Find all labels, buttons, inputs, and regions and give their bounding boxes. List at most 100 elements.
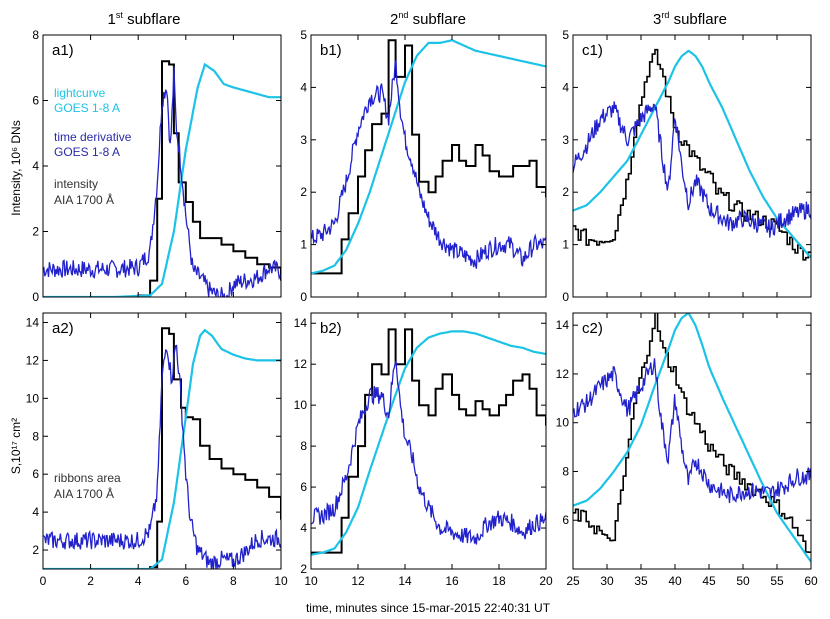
x-tick-label-c2: 45 [702, 574, 716, 588]
legend-intensity-line1: intensity [54, 177, 98, 191]
legend-derivative-line2: GOES 1-8 A [54, 145, 120, 159]
series-goes-lightcurve-c1 [573, 49, 811, 259]
legend-top: lightcurve GOES 1-8 A time derivative GO… [54, 86, 132, 207]
series-aia-1700-b1 [311, 39, 546, 275]
y-tick-label-b1: 0 [300, 290, 307, 304]
panel-b1: 0 1 2 3 4 5 b1) [300, 28, 547, 304]
panel-label-a2: a2) [52, 320, 74, 337]
y-tick-label-b1: 2 [300, 185, 307, 199]
panel-frame-a2 [42, 312, 282, 570]
y-tick-label-c2: 6 [562, 513, 569, 527]
y-tick-label-c1: 2 [562, 185, 569, 199]
plot-area-c2 [573, 313, 811, 563]
plot-area-a2 [43, 327, 281, 569]
y-tick-label-c2: 12 [556, 367, 570, 381]
y-tick-label-b2: 8 [300, 439, 307, 453]
x-tick-label-b2: 14 [398, 574, 412, 588]
x-tick-label-a2: 2 [87, 574, 94, 588]
y-tick-label-b2: 2 [300, 562, 307, 576]
x-tick-label-c2: 30 [600, 574, 614, 588]
legend-intensity-line2: AIA 1700 Å [54, 192, 114, 207]
panel-a2: 2 4 6 8 10 12 14 0 2 4 6 8 10 a2) [26, 312, 288, 588]
panel-a1: 0 2 4 6 8 a1) [32, 28, 282, 304]
column-title-1: 1st subflare [108, 10, 181, 28]
legend-lightcurve-line2: GOES 1-8 A [54, 101, 120, 115]
y-tick-label-a1: 0 [32, 290, 39, 304]
legend-bottom: ribbons area AIA 1700 Å [54, 471, 121, 501]
panel-frame-c1 [572, 34, 812, 298]
y-tick-label-c1: 3 [562, 133, 569, 147]
x-tick-label-c2: 50 [736, 574, 750, 588]
y-tick-label-c1: 5 [562, 28, 569, 42]
x-tick-label-c2: 25 [566, 574, 580, 588]
y-tick-label-c2: 14 [556, 318, 570, 332]
x-tick-label-a2: 10 [274, 574, 288, 588]
y-tick-label-b2: 4 [300, 521, 307, 535]
legend-ribbons-line1: ribbons area [54, 471, 121, 485]
y-tick-label-b1: 4 [300, 80, 307, 94]
x-axis-label: time, minutes since 15-mar-2015 22:40:31… [306, 601, 551, 615]
column-title-3: 3rd subflare [653, 10, 727, 28]
series-aia-1700-a2 [43, 327, 281, 569]
panel-c1: 0 1 2 3 4 5 c1) [562, 28, 812, 304]
y-tick-label-b2: 10 [294, 398, 308, 412]
plot-area-c1 [573, 48, 811, 261]
y-tick-label-c1: 0 [562, 290, 569, 304]
panel-label-b1: b1) [320, 42, 342, 59]
x-tick-label-a2: 8 [230, 574, 237, 588]
plot-area-b2 [311, 328, 546, 556]
panel-c2: 6 8 10 12 14 25 30 35 40 45 50 55 60 c2) [556, 312, 818, 588]
series-goes-derivative-b2 [311, 360, 546, 545]
panel-label-b2: b2) [320, 320, 342, 337]
x-tick-label-c2: 35 [634, 574, 648, 588]
panel-b2: 2 4 6 8 10 12 14 10 12 14 16 18 20 b2) [294, 312, 553, 588]
y-axis-label-top: Intensity, 10⁶ DNs [9, 120, 23, 215]
y-tick-label-c1: 4 [562, 80, 569, 94]
y-tick-label-b2: 12 [294, 357, 308, 371]
y-tick-label-b1: 5 [300, 28, 307, 42]
panel-label-c2: c2) [582, 320, 603, 337]
y-tick-label-a2: 6 [32, 467, 39, 481]
series-aia-1700-c2 [573, 313, 811, 553]
series-goes-derivative-b1 [311, 59, 546, 269]
legend-derivative-line1: time derivative [54, 130, 132, 144]
x-tick-label-b2: 12 [351, 574, 365, 588]
legend-lightcurve-line1: lightcurve [54, 86, 106, 100]
y-tick-label-a1: 4 [32, 159, 39, 173]
y-tick-label-b2: 6 [300, 480, 307, 494]
panel-label-a1: a1) [52, 42, 74, 59]
series-aia-1700-b2 [311, 328, 546, 554]
x-tick-label-b2: 16 [445, 574, 459, 588]
x-tick-label-a2: 6 [182, 574, 189, 588]
series-goes-derivative-c1 [573, 101, 811, 238]
panel-frame-c2 [572, 312, 812, 570]
y-tick-label-a2: 14 [26, 315, 40, 329]
y-tick-label-c2: 10 [556, 416, 570, 430]
y-tick-label-a2: 4 [32, 505, 39, 519]
column-title-2: 2nd subflare [390, 10, 466, 28]
y-tick-label-b2: 14 [294, 316, 308, 330]
y-tick-label-a2: 12 [26, 353, 40, 367]
x-tick-label-b2: 18 [492, 574, 506, 588]
y-tick-label-a2: 8 [32, 429, 39, 443]
series-goes-lightcurve-b2 [311, 330, 546, 556]
panel-label-c1: c1) [582, 42, 603, 59]
y-tick-label-c1: 1 [562, 238, 569, 252]
y-tick-label-a1: 6 [32, 94, 39, 108]
x-tick-label-c2: 55 [770, 574, 784, 588]
plot-area-b1 [311, 39, 546, 275]
x-tick-label-b2: 10 [304, 574, 318, 588]
y-tick-label-b1: 1 [300, 238, 307, 252]
y-tick-label-a2: 10 [26, 391, 40, 405]
x-tick-label-a2: 4 [135, 574, 142, 588]
x-tick-label-a2: 0 [40, 574, 47, 588]
y-tick-label-a2: 2 [32, 543, 39, 557]
series-goes-derivative-c2 [573, 358, 811, 504]
series-goes-derivative-a1 [43, 66, 281, 297]
series-goes-lightcurve-a1 [43, 62, 281, 297]
panel-frame-b1 [310, 34, 547, 298]
y-axis-label-bottom: S,10¹⁷ cm² [9, 418, 23, 474]
series-goes-lightcurve-a2 [43, 328, 281, 569]
